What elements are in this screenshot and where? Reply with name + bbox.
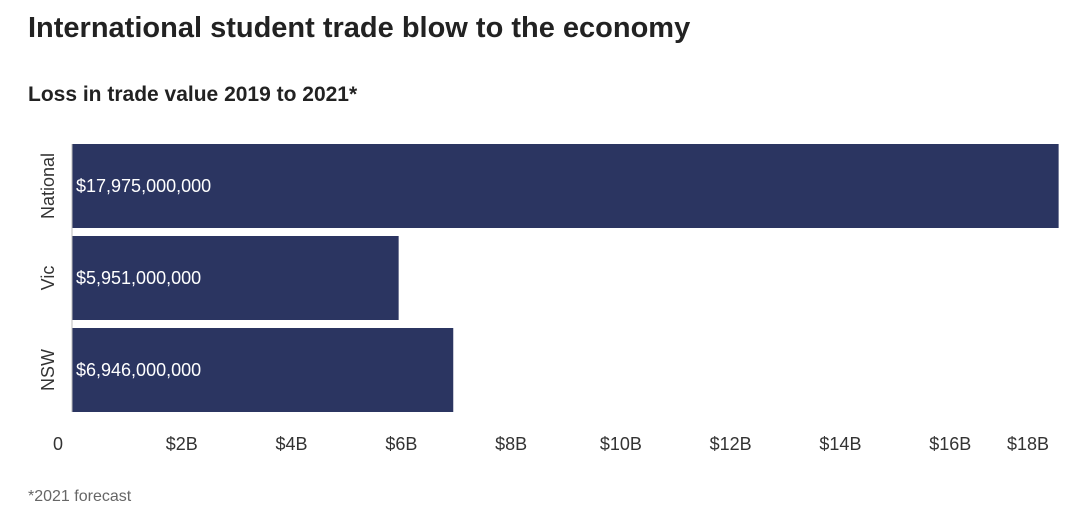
bar-national <box>72 144 1059 228</box>
data-label-nsw: $6,946,000,000 <box>76 360 201 380</box>
x-tick-label: $2B <box>166 434 198 454</box>
bar-nsw <box>72 328 454 412</box>
category-label-nsw: NSW <box>38 349 58 391</box>
x-tick-label: 0 <box>53 434 63 454</box>
data-label-national: $17,975,000,000 <box>76 176 211 196</box>
x-tick-label: $16B <box>929 434 971 454</box>
x-tick-label: $4B <box>276 434 308 454</box>
x-axis-ticks-layer: 0 $2B $4B $6B $8B $10B $12B $14B $16B $18B <box>53 144 1049 454</box>
footnote: *2021 forecast <box>28 488 132 505</box>
data-labels-layer: $17,975,000,000 $5,951,000,000 $6,946,000,… <box>76 176 211 380</box>
x-tick-label: $14B <box>819 434 861 454</box>
category-labels-layer: National Vic NSW <box>38 153 58 391</box>
bar-chart: $17,975,000,000 $5,951,000,000 $6,946,000,… <box>38 144 1059 454</box>
bars-layer <box>72 144 1059 412</box>
x-tick-label: $8B <box>495 434 527 454</box>
bar-vic <box>72 236 399 320</box>
x-tick-label: $18B <box>1007 434 1049 454</box>
category-label-vic: Vic <box>38 266 58 291</box>
chart-title: International student trade blow to the … <box>28 12 691 44</box>
chart-subtitle: Loss in trade value 2019 to 2021* <box>28 83 358 106</box>
data-label-vic: $5,951,000,000 <box>76 268 201 288</box>
x-tick-label: $12B <box>710 434 752 454</box>
x-tick-label: $6B <box>385 434 417 454</box>
category-label-national: National <box>38 153 58 219</box>
x-tick-label: $10B <box>600 434 642 454</box>
